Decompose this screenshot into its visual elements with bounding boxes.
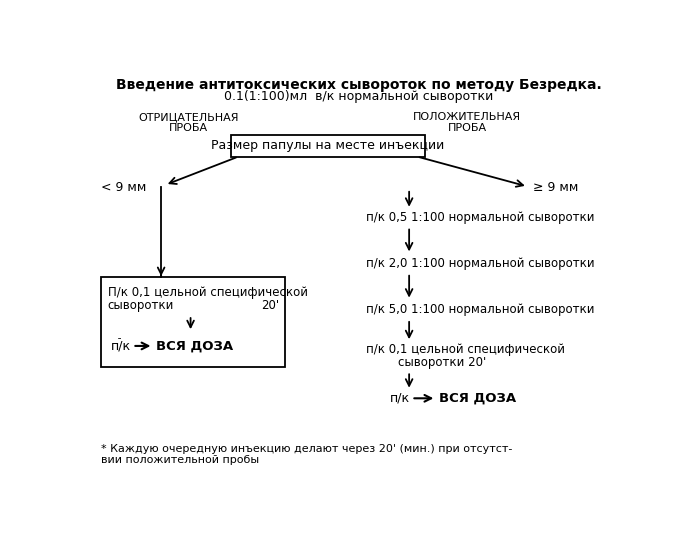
Text: п/к 0,1 цельной специфической: п/к 0,1 цельной специфической — [367, 343, 566, 356]
Bar — [102, 277, 285, 367]
Text: ПОЛОЖИТЕЛЬНАЯ: ПОЛОЖИТЕЛЬНАЯ — [413, 112, 522, 122]
Text: сыворотки: сыворотки — [108, 300, 174, 312]
Bar — [231, 135, 425, 156]
Text: ПРОБА: ПРОБА — [169, 123, 208, 133]
Text: п/к: п/к — [390, 392, 410, 405]
Text: ПРОБА: ПРОБА — [448, 123, 486, 133]
Text: п/к 5,0 1:100 нормальной сыворотки: п/к 5,0 1:100 нормальной сыворотки — [367, 304, 595, 316]
Text: 0.1(1:100)мл  в/к нормальной сыворотки: 0.1(1:100)мл в/к нормальной сыворотки — [224, 90, 493, 103]
Text: П/к 0,1 цельной специфической: П/к 0,1 цельной специфической — [108, 286, 307, 298]
Text: ВСЯ ДОЗА: ВСЯ ДОЗА — [439, 392, 516, 405]
Text: < 9 мм: < 9 мм — [102, 181, 147, 194]
Text: ВСЯ ДОЗА: ВСЯ ДОЗА — [155, 339, 233, 352]
Text: * Каждую очередную инъекцию делают через 20' (мин.) при отсутст-: * Каждую очередную инъекцию делают через… — [102, 445, 513, 455]
Text: ОТРИЦАТЕЛЬНАЯ: ОТРИЦАТЕЛЬНАЯ — [138, 112, 239, 122]
Text: 20': 20' — [261, 300, 279, 312]
Text: ≥ 9 мм: ≥ 9 мм — [533, 181, 578, 194]
Text: сыворотки 20': сыворотки 20' — [398, 356, 486, 368]
Text: вии положительной пробы: вии положительной пробы — [102, 455, 260, 464]
Text: Размер папулы на месте инъекции: Размер папулы на месте инъекции — [211, 139, 444, 152]
Text: Введение антитоксических сывороток по методу Безредка.: Введение антитоксических сывороток по ме… — [116, 78, 601, 92]
Text: п/к 2,0 1:100 нормальной сыворотки: п/к 2,0 1:100 нормальной сыворотки — [367, 257, 595, 270]
Text: п/к 0,5 1:100 нормальной сыворотки: п/к 0,5 1:100 нормальной сыворотки — [367, 211, 595, 224]
Text: п/к: п/к — [111, 339, 131, 352]
